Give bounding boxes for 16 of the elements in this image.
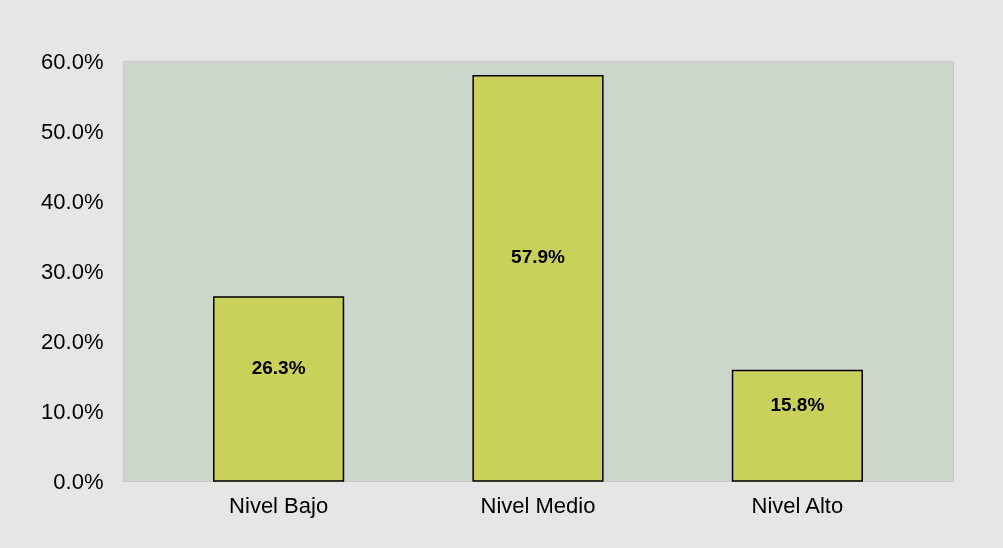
y-tick-label: 60.0% (41, 48, 104, 74)
data-label: 26.3% (251, 356, 306, 378)
bar (731, 369, 863, 482)
data-label: 57.9% (511, 246, 566, 268)
y-tick-label: 0.0% (53, 468, 104, 494)
y-tick-label: 50.0% (41, 118, 104, 144)
bar (472, 74, 604, 482)
y-tick-label: 30.0% (41, 258, 104, 284)
y-tick-label: 20.0% (41, 328, 104, 354)
x-tick-label: Nivel Bajo (229, 492, 329, 518)
x-tick-label: Nivel Alto (751, 492, 844, 518)
bar (213, 296, 345, 482)
data-label: 15.8% (770, 393, 825, 415)
y-tick-label: 10.0% (41, 398, 104, 424)
y-tick-label: 40.0% (41, 188, 104, 214)
x-tick-label: Nivel Medio (480, 492, 596, 518)
